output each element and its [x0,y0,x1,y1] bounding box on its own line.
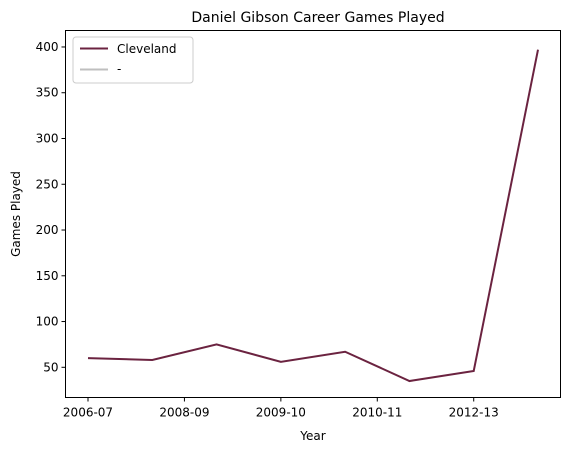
plot-area-frame [65,30,561,398]
y-tick-label: 200 [36,223,59,237]
x-axis: 2006-07 2008-09 2009-10 2010-11 2012-13 [63,397,499,420]
x-tick-label: 2009-10 [256,406,306,420]
x-tick-label: 2008-09 [159,406,209,420]
series-line-cleveland [87,49,539,383]
y-tick-label: 300 [36,131,59,145]
y-tick-label: 50 [43,360,58,374]
legend: Cleveland - [72,36,194,84]
y-tick-label: 100 [36,315,59,329]
y-axis: 50 100 150 200 250 300 350 400 [36,40,66,374]
y-axis-label: Games Played [9,171,23,257]
legend-label-cleveland: Cleveland [117,42,177,56]
series-layer [87,49,539,383]
y-tick-label: 250 [36,177,59,191]
x-tick-label: 2006-07 [63,406,113,420]
legend-label-dash: - [117,62,121,76]
y-tick-label: 350 [36,86,59,100]
x-axis-label: Year [299,429,325,443]
x-tick-label: 2012-13 [449,406,499,420]
x-tick-label: 2010-11 [352,406,402,420]
chart-title: Daniel Gibson Career Games Played [191,10,444,26]
y-tick-label: 150 [36,269,59,283]
y-tick-label: 400 [36,40,59,54]
